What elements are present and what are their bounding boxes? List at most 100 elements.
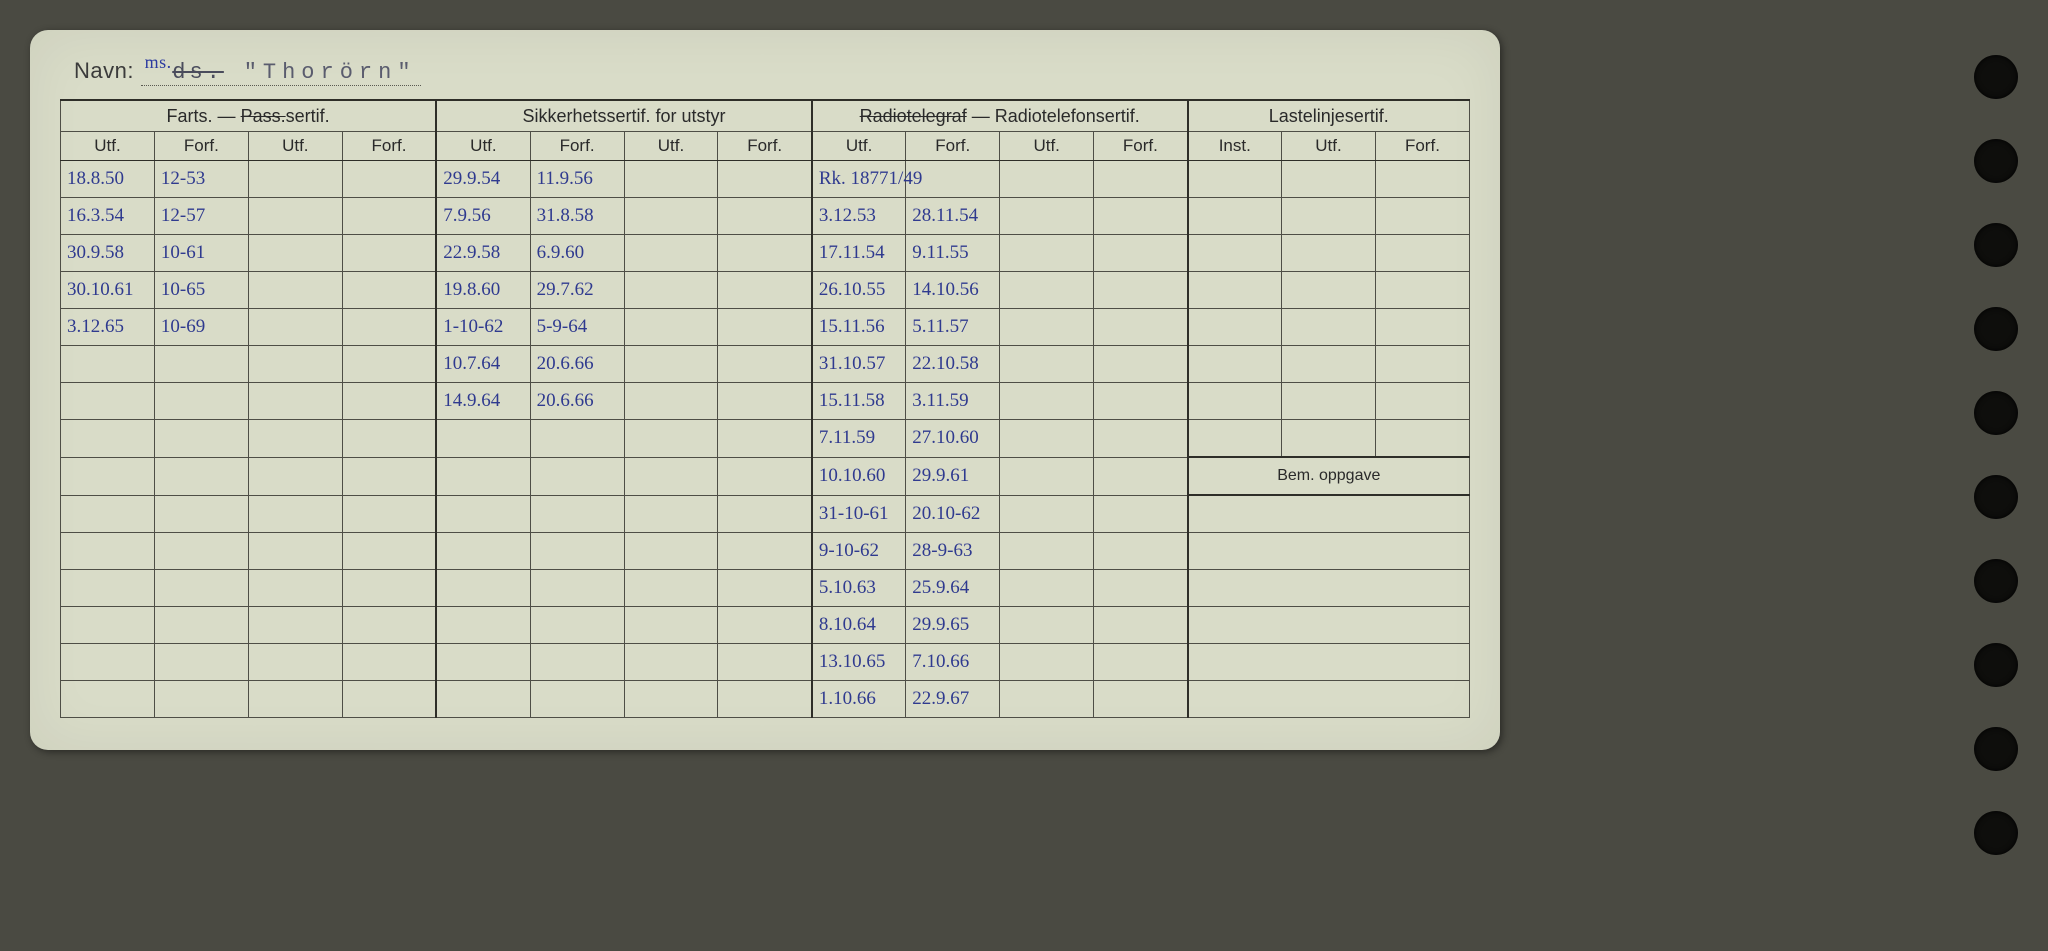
cell [1094,607,1188,644]
cell [248,681,342,718]
cell [342,457,436,495]
cell [1000,644,1094,681]
cell [718,272,812,309]
cell [1000,495,1094,533]
cell: 19.8.60 [436,272,530,309]
cell [624,198,718,235]
cell: 1.10.66 [812,681,906,718]
cell: 27.10.60 [906,420,1000,458]
cell [1094,420,1188,458]
cell: 29.7.62 [530,272,624,309]
cell: 6.9.60 [530,235,624,272]
cell [154,346,248,383]
cell [624,309,718,346]
cell [1188,420,1282,458]
ship-name: "Thorörn" [244,60,417,85]
hole-icon [1974,55,2018,99]
cell [624,383,718,420]
cell [1094,198,1188,235]
cell: 7.9.56 [436,198,530,235]
cell [342,346,436,383]
cell: 3.12.53 [812,198,906,235]
hole-icon [1974,475,2018,519]
cell [248,383,342,420]
cell [624,235,718,272]
cell [1000,235,1094,272]
cell: 12-53 [154,161,248,198]
cell [624,420,718,458]
cell [718,420,812,458]
cell: Rk. 18771/49 [812,161,906,198]
cell [248,161,342,198]
cell [1094,681,1188,718]
cell: 9-10-62 [812,533,906,570]
cell [530,495,624,533]
cell: 7.11.59 [812,420,906,458]
cell [718,235,812,272]
cell [718,346,812,383]
cell [1094,272,1188,309]
cell [342,198,436,235]
hole-icon [1974,643,2018,687]
group-radio: Radiotelegraf — Radiotelefonsertif. [812,100,1188,132]
cell [530,681,624,718]
cell [718,533,812,570]
subheader-row: Utf.Forf.Utf.Forf. Utf.Forf.Utf.Forf. Ut… [61,132,1470,161]
cell [1094,457,1188,495]
cell [718,681,812,718]
cell [436,570,530,607]
cell [61,607,155,644]
cell [1188,235,1282,272]
table-row: 31-10-6120.10-62 [61,495,1470,533]
cell [1375,383,1469,420]
cell [624,161,718,198]
hole-icon [1974,307,2018,351]
cell [436,533,530,570]
cell [1375,198,1469,235]
table-row: 8.10.6429.9.65 [61,607,1470,644]
cell [248,235,342,272]
cell: 3.11.59 [906,383,1000,420]
cell: 31.10.57 [812,346,906,383]
cell: 5-9-64 [530,309,624,346]
cell [1188,570,1470,607]
cell [1188,272,1282,309]
cell: 22.9.58 [436,235,530,272]
cell [248,420,342,458]
cell [342,607,436,644]
cell: 16.3.54 [61,198,155,235]
cell [1375,161,1469,198]
ms-annotation: ms. [145,52,172,72]
cell [342,383,436,420]
table-head: Farts. — Pass.sertif. Sikkerhetssertif. … [61,100,1470,161]
binder-holes [1974,55,2018,855]
cell [718,161,812,198]
cell: 12-57 [154,198,248,235]
navn-value: ms. ds. "Thorörn" [141,58,421,86]
cell [624,495,718,533]
table-row: 5.10.6325.9.64 [61,570,1470,607]
cell [530,644,624,681]
cell [1000,346,1094,383]
cell: 25.9.64 [906,570,1000,607]
cell [248,570,342,607]
cell [1281,161,1375,198]
cell [342,235,436,272]
cell: 5.10.63 [812,570,906,607]
hole-icon [1974,139,2018,183]
cell [61,346,155,383]
cell [342,533,436,570]
table-row: 30.9.5810-6122.9.586.9.6017.11.549.11.55 [61,235,1470,272]
cell [1188,198,1282,235]
cell [1281,383,1375,420]
cell [1188,383,1282,420]
cell [1188,607,1470,644]
cell [530,570,624,607]
navn-line: Navn: ms. ds. "Thorörn" [74,58,1470,85]
cell [1094,644,1188,681]
cell [1000,161,1094,198]
cell: 29.9.61 [906,457,1000,495]
cell [154,420,248,458]
cell [1375,346,1469,383]
cell: 22.10.58 [906,346,1000,383]
